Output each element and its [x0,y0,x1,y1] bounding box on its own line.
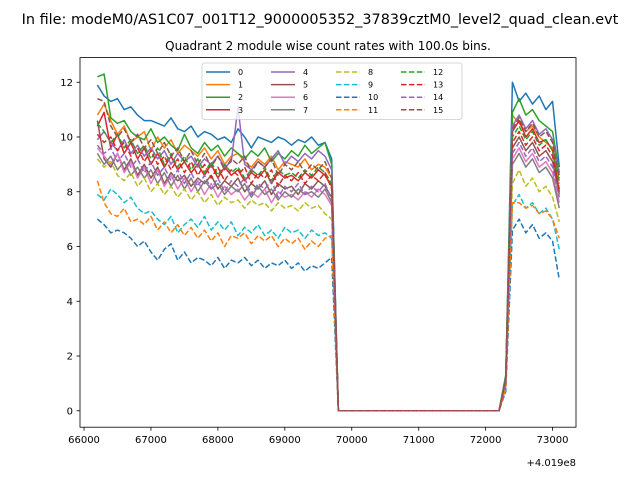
y-tick-label: 2 [67,352,73,363]
x-tick-label: 70000 [336,435,368,446]
legend-label-4: 4 [303,68,308,77]
x-tick-label: 67000 [135,435,167,446]
legend-label-10: 10 [368,93,378,102]
legend-label-3: 3 [238,106,243,115]
x-tick-label: 71000 [403,435,435,446]
series-line-11 [96,180,560,412]
series-line-15 [97,97,561,412]
chart-title: Quadrant 2 module wise count rates with … [165,39,491,53]
x-tick-label: 73000 [537,435,569,446]
legend-box [201,62,463,120]
series-line-8 [96,158,560,412]
legend-label-12: 12 [433,68,443,77]
y-tick-label: 0 [67,406,73,417]
x-offset-text: +4.019e8 [526,458,576,469]
y-tick-label: 12 [60,78,73,89]
legend-label-14: 14 [433,93,443,102]
legend-label-13: 13 [433,81,443,90]
x-tick-label: 68000 [202,435,234,446]
x-tick-label: 69000 [269,435,301,446]
legend-label-8: 8 [368,68,373,77]
legend-label-9: 9 [368,81,373,90]
legend-label-2: 2 [238,93,243,102]
y-tick-label: 8 [67,187,73,198]
series-lines [96,73,561,412]
figure-suptitle: In file: modeM0/AS1C07_001T12_9000005352… [22,12,619,28]
legend-label-7: 7 [303,106,308,115]
x-tick-label: 72000 [470,435,502,446]
legend-label-6: 6 [303,93,308,102]
y-tick-label: 4 [67,297,73,308]
x-tick-label: 66000 [68,435,100,446]
y-tick-label: 6 [67,242,73,253]
axes: 66000 67000 68000 69000 70000 71000 72000 73000… [60,57,577,446]
legend-label-0: 0 [238,68,243,77]
y-tick-label: 10 [60,133,73,144]
legend-label-5: 5 [303,81,308,90]
legend-label-15: 15 [433,106,443,115]
axes-frame [79,57,577,428]
legend-label-1: 1 [238,81,243,90]
legend-label-11: 11 [368,106,378,115]
